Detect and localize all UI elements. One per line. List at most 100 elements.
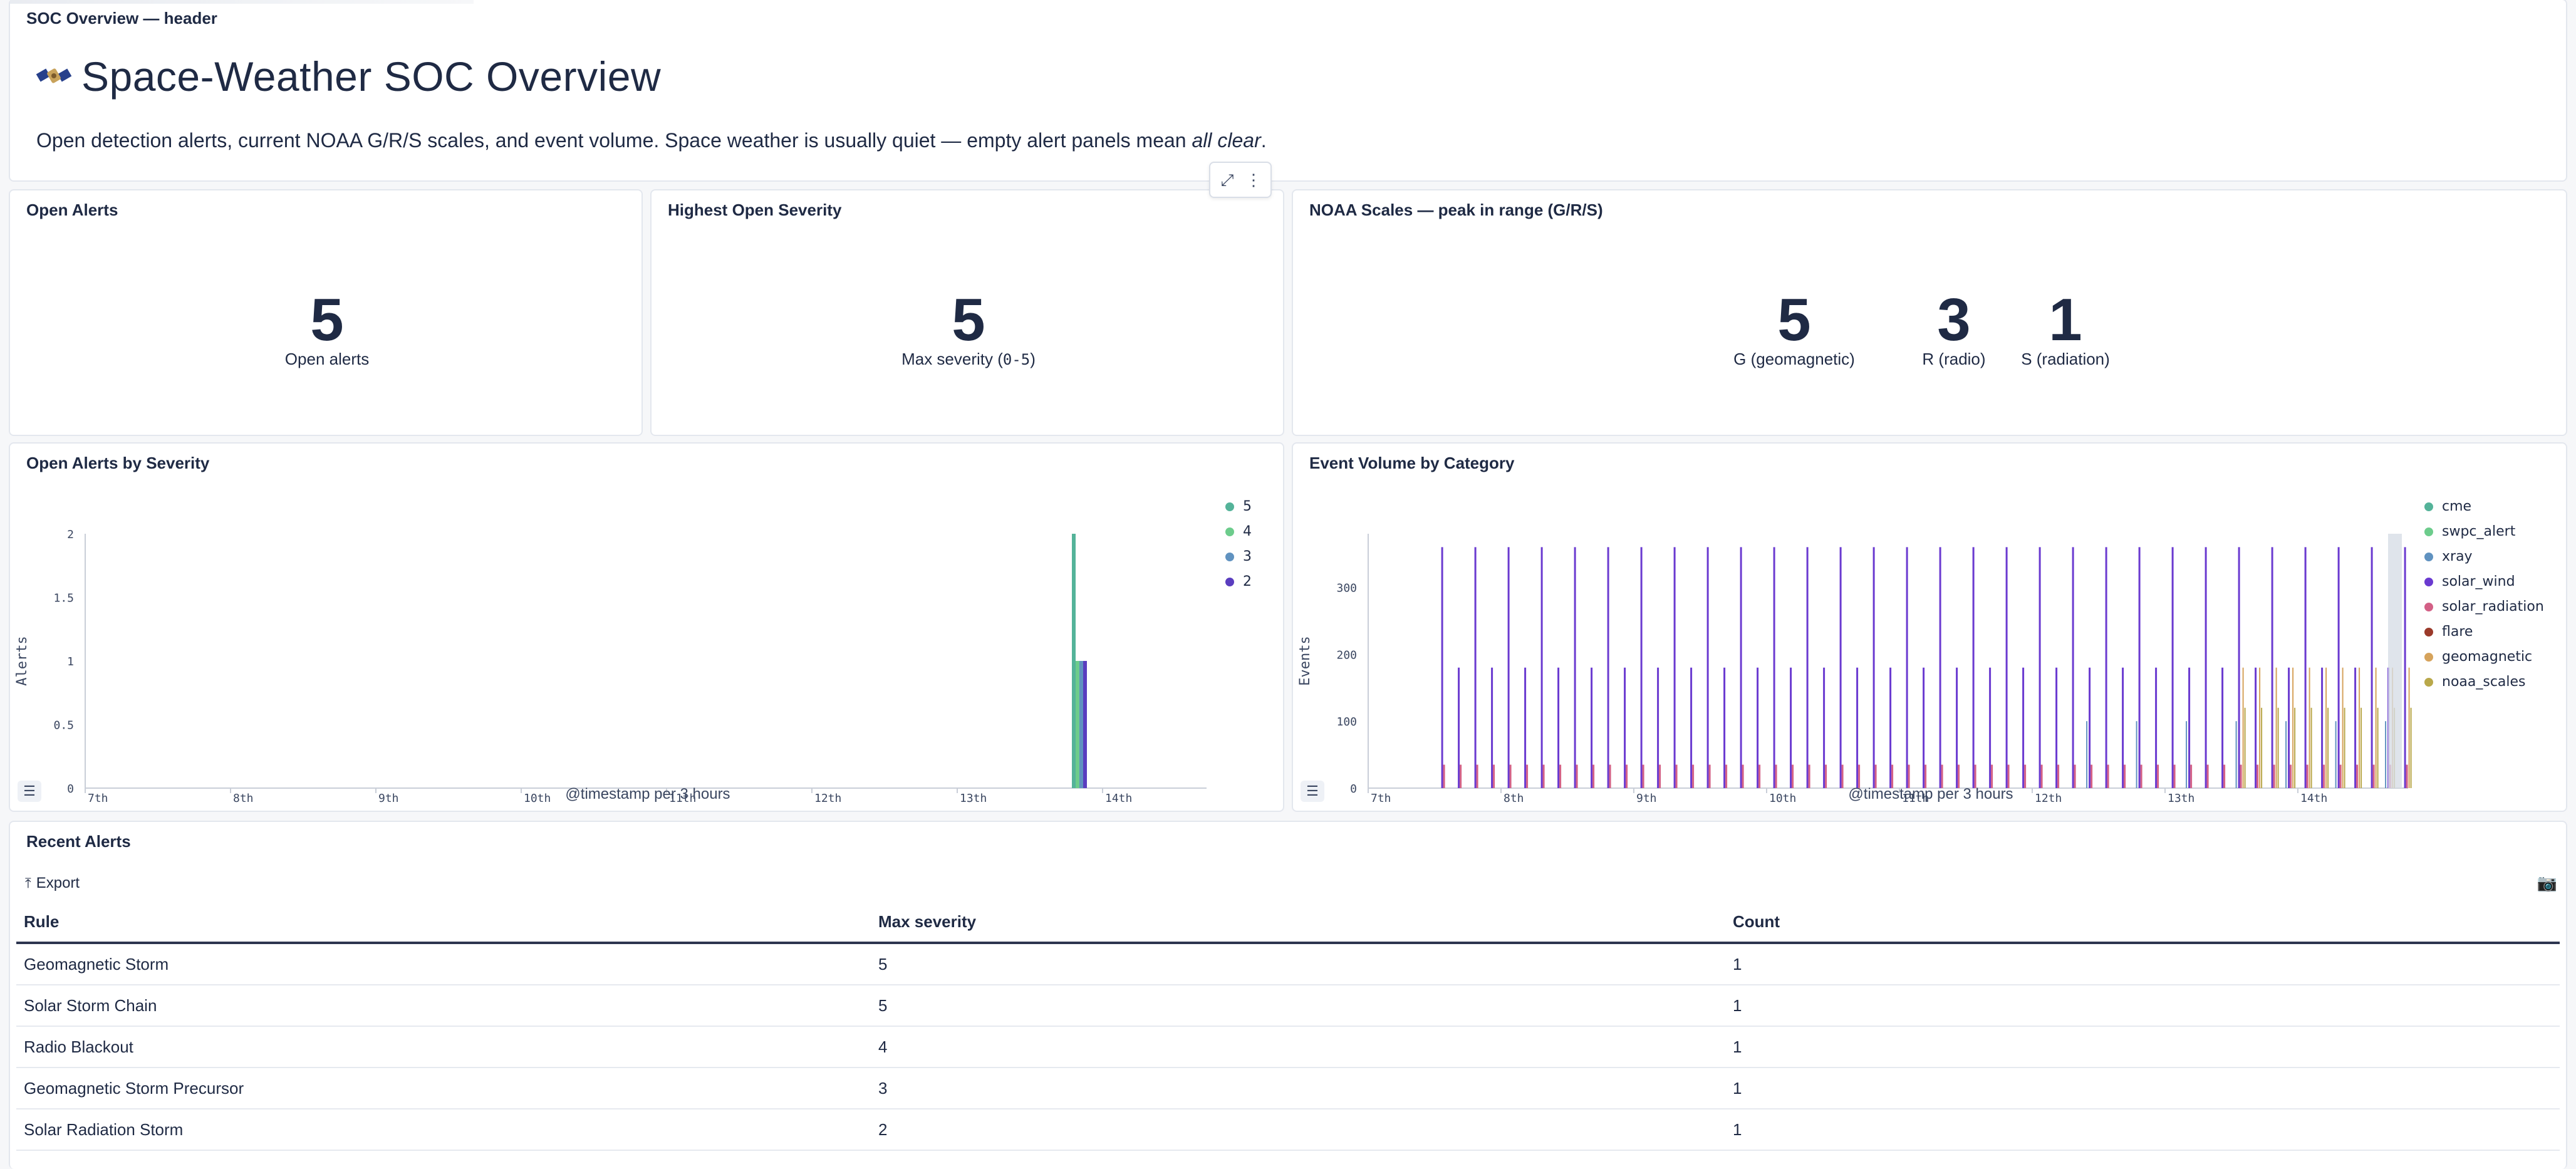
severity-bar xyxy=(1076,661,1079,788)
volume-bar-solar-wind xyxy=(1889,667,1892,788)
y-tick-label: 0 xyxy=(1350,782,1357,796)
volume-bar-solar-wind xyxy=(1872,547,1875,788)
x-tick-label: 14th xyxy=(2300,792,2327,805)
page-title: Space-Weather SOC Overview xyxy=(35,53,661,100)
volume-bar-solar-radiation xyxy=(2406,764,2408,788)
legend-swatch xyxy=(1225,502,1234,511)
column-header-rule[interactable]: Rule xyxy=(16,902,871,944)
severity-bar xyxy=(1072,534,1076,788)
x-tick-label: 12th xyxy=(2035,792,2062,805)
volume-bar-solar-wind xyxy=(1673,547,1676,788)
volume-bar-solar-radiation xyxy=(1841,764,1844,788)
cell-rule: Solar Radiation Storm xyxy=(16,1109,871,1151)
volume-bar-solar-radiation xyxy=(1941,764,1943,788)
x-tick-label: 10th xyxy=(524,792,551,805)
export-button[interactable]: ⤒ Export xyxy=(25,875,80,892)
legend-swatch xyxy=(2424,603,2433,611)
screenshot-icon[interactable]: 📷 xyxy=(2537,873,2557,892)
volume-bar-solar-radiation xyxy=(1576,764,1578,788)
legend-item[interactable]: 5 xyxy=(1225,499,1252,514)
x-sub-label: June 2026 xyxy=(88,805,142,807)
legend-item[interactable]: 3 xyxy=(1225,549,1252,564)
volume-bar-solar-wind xyxy=(1956,667,1958,788)
column-header-severity[interactable]: Max severity xyxy=(871,902,1725,944)
x-tick-label: 11th xyxy=(1902,792,1929,805)
volume-bar-solar-wind xyxy=(2321,667,2324,788)
volume-bar-solar-wind xyxy=(1441,547,1443,788)
noaa-r-value: 3 xyxy=(1937,286,1971,353)
volume-bar-solar-radiation xyxy=(2074,764,2076,788)
more-options-icon[interactable]: ⋮ xyxy=(1245,170,1262,189)
volume-bar-solar-wind xyxy=(2271,547,2273,788)
volume-bar-geomagnetic xyxy=(2309,667,2310,788)
volume-bar-solar-wind xyxy=(1491,667,1493,788)
volume-bar-noaa-scales xyxy=(2327,707,2329,788)
column-header-count[interactable]: Count xyxy=(1725,902,2560,944)
volume-bar-solar-wind xyxy=(2205,547,2207,788)
legend-item[interactable]: 2 xyxy=(1225,574,1252,590)
volume-bar-solar-radiation xyxy=(2024,764,2027,788)
legend-item[interactable]: solar_radiation xyxy=(2424,599,2544,615)
severity-bar xyxy=(1079,661,1083,788)
recent-alerts-table: Rule Max severity Count Geomagnetic Stor… xyxy=(16,902,2560,1151)
volume-bar-solar-radiation xyxy=(1742,764,1744,788)
severity-bar xyxy=(1083,661,1087,788)
panel-drag-tab xyxy=(10,0,474,4)
volume-bar-solar-radiation xyxy=(1692,764,1695,788)
cell-count: 1 xyxy=(1725,985,2560,1027)
x-tick-label: 8th xyxy=(233,792,254,805)
export-label: Export xyxy=(36,875,80,891)
panel-hover-toolbar: ⤢ ⋮ xyxy=(1209,162,1272,198)
y-tick-label: 0.5 xyxy=(53,719,74,732)
volume-bar-solar-wind xyxy=(2188,667,2191,788)
volume-bar-solar-wind xyxy=(2005,547,2008,788)
volume-bar-solar-radiation xyxy=(1958,764,1960,788)
volume-bar-solar-wind xyxy=(1806,547,1809,788)
cell-rule: Geomagnetic Storm Precursor xyxy=(16,1068,871,1109)
volume-bar-solar-wind xyxy=(1640,547,1643,788)
volume-bar-solar-radiation xyxy=(1924,764,1927,788)
volume-bar-solar-wind xyxy=(1972,547,1975,788)
volume-bar-solar-wind xyxy=(2055,667,2058,788)
legend-toggle-icon[interactable]: ☰ xyxy=(1301,781,1324,802)
legend-item[interactable]: xray xyxy=(2424,549,2473,564)
volume-bar-solar-wind xyxy=(1557,667,1560,788)
legend-item[interactable]: geomagnetic xyxy=(2424,649,2532,665)
volume-bar-solar-radiation xyxy=(2290,764,2292,788)
current-interval-highlight xyxy=(2388,534,2402,788)
volume-bar-solar-radiation xyxy=(1542,764,1545,788)
volume-bar-solar-radiation xyxy=(1592,764,1595,788)
y-tick-label: 100 xyxy=(1336,715,1357,729)
volume-bar-solar-wind xyxy=(1624,667,1626,788)
page-title-text: Space-Weather SOC Overview xyxy=(81,53,662,100)
volume-bar-geomagnetic xyxy=(2292,667,2294,788)
legend-item[interactable]: noaa_scales xyxy=(2424,674,2526,690)
highest-severity-panel: Highest Open Severity 5 Max severity (0-… xyxy=(650,189,1284,436)
legend-label: swpc_alert xyxy=(2442,524,2516,539)
volume-bar-solar-wind xyxy=(1706,547,1709,788)
legend-item[interactable]: 4 xyxy=(1225,524,1252,539)
volume-bar-solar-radiation xyxy=(1509,764,1512,788)
volume-bar-solar-radiation xyxy=(2339,764,2342,788)
legend-item[interactable]: swpc_alert xyxy=(2424,524,2515,539)
header-panel: SOC Overview — header Space-Weather SOC … xyxy=(9,0,2567,182)
volume-bar-geomagnetic xyxy=(2375,667,2377,788)
legend-item[interactable]: solar_wind xyxy=(2424,574,2515,590)
volume-bar-solar-radiation xyxy=(1675,764,1678,788)
legend-item[interactable]: cme xyxy=(2424,499,2471,514)
desc-emphasis: all clear xyxy=(1192,129,1261,152)
volume-bar-solar-radiation xyxy=(2372,764,2375,788)
noaa-r-label: R (radio) xyxy=(1922,350,1986,368)
y-tick-label: 300 xyxy=(1336,581,1357,595)
highest-severity-title: Highest Open Severity xyxy=(668,200,842,219)
volume-bar-solar-wind xyxy=(2304,547,2307,788)
volume-bar-xray xyxy=(2186,721,2188,788)
expand-icon[interactable]: ⤢ xyxy=(1220,170,1234,189)
volume-bar-noaa-scales xyxy=(2277,707,2279,788)
legend-toggle-icon[interactable]: ☰ xyxy=(18,781,41,802)
header-panel-title: SOC Overview — header xyxy=(26,9,217,28)
legend-item[interactable]: flare xyxy=(2424,624,2473,640)
x-tick-label: 12th xyxy=(814,792,841,805)
x-tick-label: 13th xyxy=(2168,792,2194,805)
volume-bar-solar-wind xyxy=(1740,547,1742,788)
